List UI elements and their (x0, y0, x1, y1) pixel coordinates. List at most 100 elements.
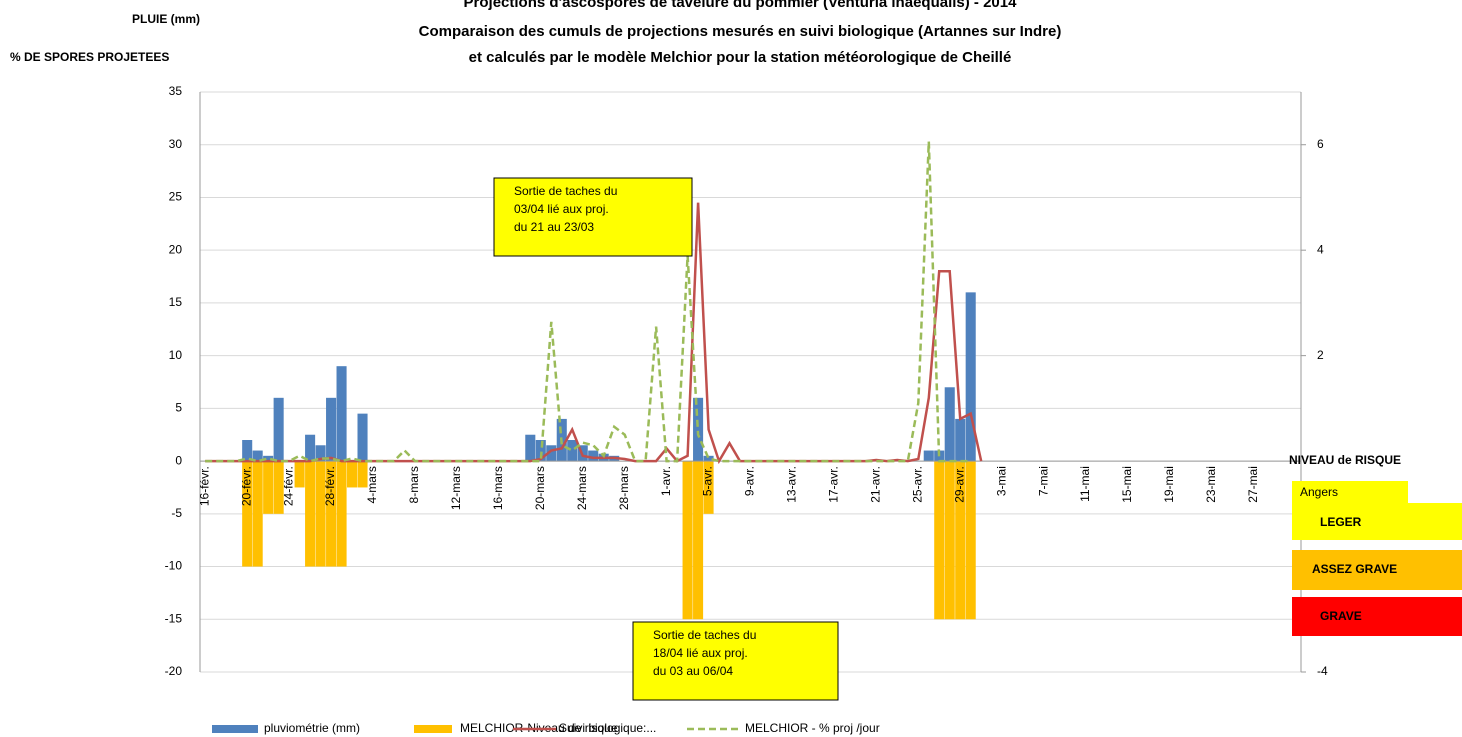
legend-label: Suivi biologique:... (559, 721, 656, 735)
bar (252, 450, 263, 462)
bar (703, 461, 714, 514)
x-tick-label: 7-mai (1036, 466, 1050, 496)
risk-level-box (1292, 597, 1462, 636)
x-tick-label: 28-mars (617, 466, 631, 510)
risk-level-box (1292, 550, 1462, 590)
chart-subtitle: Comparaison des cumuls de projections me… (419, 23, 1062, 40)
x-tick-label: 28-févr. (323, 466, 337, 506)
y-axis-label: PLUIE (mm) (132, 12, 200, 26)
x-tick-label: 23-mai (1204, 466, 1218, 503)
x-tick-label: 16-mars (491, 466, 505, 510)
y-tick-label: 35 (169, 84, 183, 98)
bar (546, 445, 557, 462)
y-tick-label: 20 (169, 242, 183, 256)
x-tick-label: 5-avr. (701, 466, 715, 496)
x-tick-label: 4-mars (365, 466, 379, 503)
bar (326, 461, 337, 567)
x-tick-label: 12-mars (449, 466, 463, 510)
bar (336, 366, 347, 462)
bar (294, 461, 305, 488)
y2-tick-label: 6 (1317, 137, 1324, 151)
y-tick-label: 10 (169, 348, 183, 362)
chart-subtitle: et calculés par le modèle Melchior pour … (469, 49, 1012, 66)
risk-station-box (1292, 481, 1408, 505)
annotation-box (632, 621, 839, 701)
bar (336, 461, 347, 567)
y-tick-label: -15 (165, 611, 183, 625)
bar (273, 397, 284, 462)
x-tick-label: 8-mars (407, 466, 421, 503)
y-tick-label: -10 (165, 559, 183, 573)
y-tick-label: -5 (171, 506, 182, 520)
bar (955, 418, 966, 462)
bar (315, 461, 326, 567)
x-tick-label: 13-avr. (785, 466, 799, 503)
bar (242, 461, 253, 567)
y2-tick-label: 2 (1317, 348, 1324, 362)
bar (326, 397, 337, 462)
risk-level-label: LEGER (1320, 515, 1362, 529)
bar (955, 461, 966, 620)
bar (923, 450, 934, 462)
risk-level-label: GRAVE (1320, 609, 1362, 623)
risk-legend-title: NIVEAU de RISQUE (1289, 453, 1401, 467)
bar (588, 450, 599, 462)
bar (525, 434, 536, 462)
y-tick-label: 5 (175, 401, 182, 415)
x-tick-label: 21-avr. (869, 466, 883, 503)
x-tick-label: 9-avr. (743, 466, 757, 496)
annotation-text: du 03 au 06/04 (653, 664, 733, 678)
legend-label: pluviométrie (mm) (264, 721, 360, 735)
risk-station: Angers (1300, 485, 1338, 499)
x-tick-label: 17-avr. (827, 466, 841, 503)
legend-label: MELCHIOR - % proj /jour (745, 721, 880, 735)
bar (934, 461, 945, 620)
bar (567, 440, 578, 462)
bar (703, 455, 714, 462)
bar (305, 434, 316, 462)
annotation-text: 18/04 lié aux proj. (653, 646, 748, 660)
y-tick-label: 30 (169, 137, 183, 151)
line (205, 141, 971, 463)
x-tick-label: 24-mars (575, 466, 589, 510)
legend-swatch (212, 725, 258, 733)
bar (965, 461, 976, 620)
bar (305, 461, 316, 567)
risk-level-box (1292, 503, 1462, 540)
bar (535, 440, 546, 462)
annotation-text: Sortie de taches du (514, 184, 617, 198)
annotation-text: Sortie de taches du (653, 628, 756, 642)
chart-title: Projections d'ascospores de tavelure du … (464, 0, 1018, 11)
bar (965, 292, 976, 462)
annotation-box (493, 177, 693, 257)
x-tick-label: 15-mai (1120, 466, 1134, 503)
bar (693, 397, 704, 462)
x-tick-label: 20-mars (533, 466, 547, 510)
bar (682, 461, 693, 620)
x-tick-label: 24-févr. (281, 466, 295, 506)
x-tick-label: 29-avr. (952, 466, 966, 503)
annotation-text: du 21 au 23/03 (514, 220, 594, 234)
bar (693, 461, 704, 620)
y2-tick-label: 4 (1317, 242, 1324, 256)
y2-tick-label: -4 (1317, 664, 1328, 678)
bar (273, 461, 284, 514)
x-tick-label: 20-févr. (239, 466, 253, 506)
bar (252, 461, 263, 567)
x-tick-label: 11-mai (1078, 466, 1092, 502)
y-tick-label: 0 (175, 453, 182, 467)
x-tick-label: 25-avr. (910, 466, 924, 503)
y-tick-label: 15 (169, 295, 183, 309)
annotation-text: 03/04 lié aux proj. (514, 202, 609, 216)
bar (315, 445, 326, 462)
bar (242, 440, 253, 462)
x-tick-label: 1-avr. (659, 466, 673, 496)
risk-level-label: ASSEZ GRAVE (1312, 562, 1397, 576)
y-tick-label: 25 (169, 190, 183, 204)
x-tick-label: 27-mai (1246, 466, 1260, 503)
legend-swatch (414, 725, 452, 733)
bar (347, 461, 358, 488)
bar (357, 413, 368, 462)
x-tick-label: 16-févr. (197, 466, 211, 506)
